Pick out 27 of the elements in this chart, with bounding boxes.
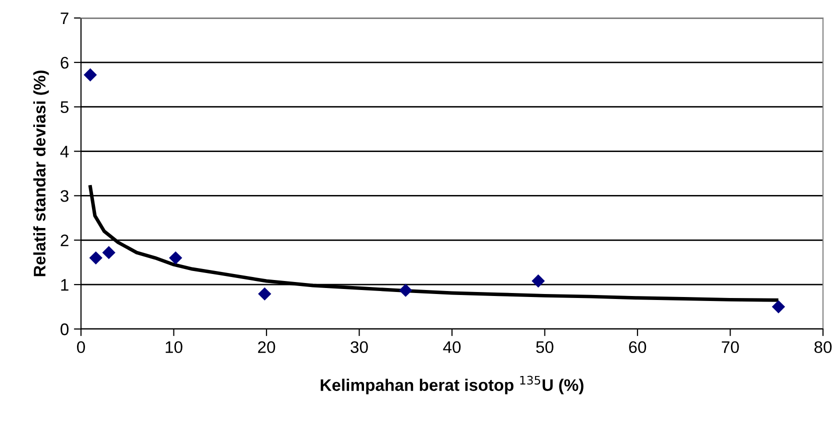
y-tick-label: 6 — [60, 56, 68, 69]
x-tick-label: 60 — [629, 341, 646, 354]
x-tick-label: 70 — [722, 341, 739, 354]
point — [84, 68, 97, 82]
x-tick-label: 40 — [443, 341, 461, 354]
x-tick-label: 30 — [350, 341, 368, 354]
point — [258, 287, 272, 300]
point — [399, 284, 412, 297]
x-tick-label: 10 — [166, 341, 182, 354]
y-tick-label: 3 — [60, 190, 68, 202]
x-tick-label: 20 — [258, 341, 276, 354]
point — [532, 274, 545, 288]
y-axis-title: Relatif standar deviasi (%) — [33, 70, 49, 276]
point — [89, 251, 102, 264]
y-tick-label: 7 — [60, 12, 68, 24]
point — [102, 246, 116, 260]
point — [772, 300, 786, 314]
y-tick-label: 5 — [60, 101, 68, 114]
y-tick-label: 4 — [60, 146, 69, 158]
x-tick-label: 80 — [814, 341, 832, 354]
x-tick-label: 50 — [536, 341, 554, 354]
y-tick-label: 1 — [61, 279, 68, 291]
point — [169, 251, 182, 264]
y-tick-label: 2 — [60, 234, 68, 246]
x-axis-title: Kelimpahan berat isotop $^{135}$U (%) — [320, 376, 584, 394]
y-tick-label: 0 — [60, 323, 69, 336]
x-tick-label: 0 — [77, 341, 85, 354]
